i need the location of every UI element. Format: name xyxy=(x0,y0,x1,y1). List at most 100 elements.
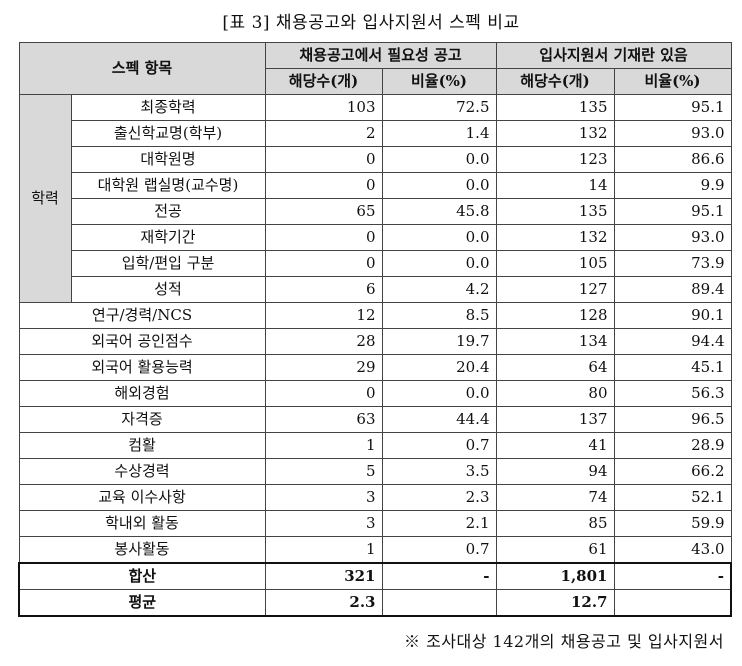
application-ratio-cell: 95.1 xyxy=(613,94,732,121)
table-caption: [표 3] 채용공고와 입사지원서 스펙 비교 xyxy=(222,13,520,33)
application-ratio-cell: 28.9 xyxy=(613,432,732,459)
row-item-label: 대학원 랩실명(교수명) xyxy=(70,172,266,199)
application-count-cell: 132 xyxy=(495,224,615,251)
table-body: 학력 최종학력 103 72.5 135 95.1 출신학교명(학부) 2 1.4 132 93.0… xyxy=(18,94,733,617)
application-ratio-cell: 52.1 xyxy=(613,484,732,511)
footnote: ※ 조사대상 142개의 채용공고 및 입사지원서 xyxy=(404,632,724,651)
row-item-label: 재학기간 xyxy=(70,224,266,251)
application-count-cell: 105 xyxy=(495,250,615,277)
application-ratio-cell: 89.4 xyxy=(613,276,732,303)
application-ratio-cell: 45.1 xyxy=(613,354,732,381)
posting-count-cell: 0 xyxy=(264,146,383,173)
posting-count-cell: 28 xyxy=(264,328,383,355)
table-row: 컴활 1 0.7 41 28.9 xyxy=(18,432,732,459)
total-posting-ratio: - xyxy=(381,562,497,590)
average-application-ratio xyxy=(613,589,733,617)
posting-count-cell: 0 xyxy=(264,250,383,277)
posting-count-cell: 1 xyxy=(264,432,383,459)
application-ratio-cell: 43.0 xyxy=(613,536,732,564)
posting-count-cell: 2 xyxy=(264,120,383,147)
table-row: 입학/편입 구분 0 0.0 105 73.9 xyxy=(19,250,732,277)
table-row: 외국어 활용능력 29 20.4 64 45.1 xyxy=(18,354,732,381)
posting-count-cell: 5 xyxy=(264,458,383,485)
posting-count-cell: 3 xyxy=(264,484,383,511)
header-item-col: 스펙 항목 xyxy=(18,42,266,95)
application-count-cell: 94 xyxy=(495,458,615,485)
total-application-ratio: - xyxy=(613,562,733,590)
header-count-1: 해당수(개) xyxy=(264,68,383,95)
average-row: 평균 2.3 12.7 xyxy=(18,589,733,617)
total-posting-count: 321 xyxy=(264,562,383,590)
application-count-cell: 64 xyxy=(495,354,615,381)
posting-ratio-cell: 45.8 xyxy=(381,198,497,225)
average-label: 평균 xyxy=(18,589,266,617)
table-row: 학내외 활동 3 2.1 85 59.9 xyxy=(18,510,732,537)
posting-ratio-cell: 0.0 xyxy=(381,172,497,199)
application-count-cell: 127 xyxy=(495,276,615,303)
application-count-cell: 80 xyxy=(495,380,615,407)
application-count-cell: 135 xyxy=(495,94,615,121)
row-item-label: 대학원명 xyxy=(70,146,266,173)
application-ratio-cell: 93.0 xyxy=(613,120,732,147)
application-count-cell: 132 xyxy=(495,120,615,147)
row-item-label: 컴활 xyxy=(18,432,266,459)
row-item-label: 입학/편입 구분 xyxy=(70,250,266,277)
table-row: 연구/경력/NCS 12 8.5 128 90.1 xyxy=(18,302,732,329)
total-row: 합산 321-1,801- xyxy=(18,562,733,590)
posting-ratio-cell: 2.1 xyxy=(381,510,497,537)
row-item-label: 출신학교명(학부) xyxy=(70,120,266,147)
application-ratio-cell: 86.6 xyxy=(613,146,732,173)
posting-ratio-cell: 20.4 xyxy=(381,354,497,381)
row-item-label: 전공 xyxy=(70,198,266,225)
spec-comparison-table: 스펙 항목 채용공고에서 필요성 공고 입사지원서 기재란 있음 해당수(개) … xyxy=(18,42,733,617)
table-row: 봉사활동 1 0.7 61 43.0 xyxy=(18,536,732,564)
average-posting-count: 2.3 xyxy=(264,589,383,617)
header-row-1: 스펙 항목 채용공고에서 필요성 공고 입사지원서 기재란 있음 xyxy=(18,42,732,95)
header-ratio-1: 비율(%) xyxy=(381,68,497,95)
header-count-2: 해당수(개) xyxy=(495,68,615,95)
table-row: 외국어 공인점수 28 19.7 134 94.4 xyxy=(18,328,732,355)
posting-ratio-cell: 4.2 xyxy=(381,276,497,303)
application-ratio-cell: 59.9 xyxy=(613,510,732,537)
posting-count-cell: 0 xyxy=(264,172,383,199)
posting-ratio-cell: 8.5 xyxy=(381,302,497,329)
table-row: 대학원 랩실명(교수명) 0 0.0 14 9.9 xyxy=(19,172,732,199)
table-row: 성적 6 4.2 127 89.4 xyxy=(19,276,732,303)
posting-count-cell: 103 xyxy=(264,94,383,121)
table-row: 재학기간 0 0.0 132 93.0 xyxy=(19,224,732,251)
row-item-label: 최종학력 xyxy=(70,94,266,121)
header-group-application: 입사지원서 기재란 있음 xyxy=(495,42,732,69)
table-row: 출신학교명(학부) 2 1.4 132 93.0 xyxy=(19,120,732,147)
table-row: 수상경력 5 3.5 94 66.2 xyxy=(18,458,732,485)
posting-ratio-cell: 1.4 xyxy=(381,120,497,147)
application-count-cell: 128 xyxy=(495,302,615,329)
row-item-label: 연구/경력/NCS xyxy=(18,302,266,329)
application-ratio-cell: 90.1 xyxy=(613,302,732,329)
header-group-job-posting: 채용공고에서 필요성 공고 xyxy=(264,42,497,69)
posting-ratio-cell: 0.0 xyxy=(381,250,497,277)
header-row-2: 해당수(개) 비율(%) 해당수(개) 비율(%) xyxy=(19,68,732,95)
average-application-count: 12.7 xyxy=(495,589,615,617)
application-ratio-cell: 66.2 xyxy=(613,458,732,485)
total-label: 합산 xyxy=(18,562,266,590)
posting-ratio-cell: 0.7 xyxy=(381,432,497,459)
posting-count-cell: 3 xyxy=(264,510,383,537)
application-ratio-cell: 56.3 xyxy=(613,380,732,407)
posting-count-cell: 65 xyxy=(264,198,383,225)
table-row: 자격증 63 44.4 137 96.5 xyxy=(18,406,732,433)
table-row: 학력 최종학력 103 72.5 135 95.1 xyxy=(18,94,732,303)
average-posting-ratio xyxy=(381,589,497,617)
posting-count-cell: 1 xyxy=(264,536,383,564)
posting-count-cell: 29 xyxy=(264,354,383,381)
posting-ratio-cell: 0.0 xyxy=(381,224,497,251)
posting-ratio-cell: 44.4 xyxy=(381,406,497,433)
row-item-label: 수상경력 xyxy=(18,458,266,485)
posting-ratio-cell: 0.0 xyxy=(381,146,497,173)
application-ratio-cell: 9.9 xyxy=(613,172,732,199)
posting-ratio-cell: 2.3 xyxy=(381,484,497,511)
header-ratio-2: 비율(%) xyxy=(613,68,732,95)
application-ratio-cell: 95.1 xyxy=(613,198,732,225)
row-item-label: 학내외 활동 xyxy=(18,510,266,537)
row-item-label: 교육 이수사항 xyxy=(18,484,266,511)
row-item-label: 자격증 xyxy=(18,406,266,433)
